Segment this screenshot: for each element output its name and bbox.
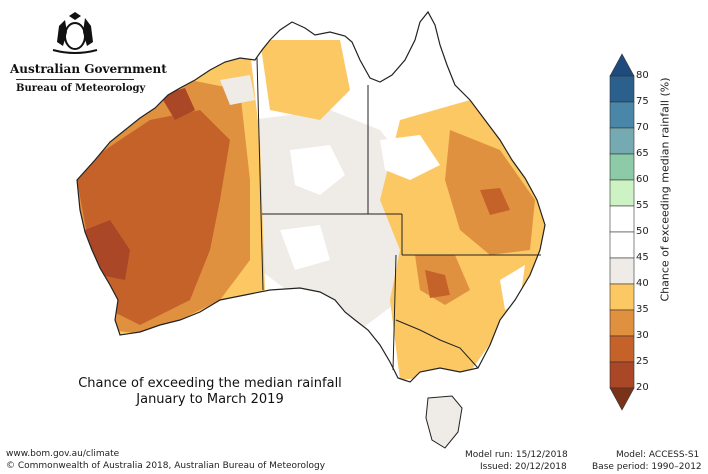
- legend-tick-65: 65: [636, 148, 649, 159]
- map-title: Chance of exceeding the median rainfall …: [40, 376, 380, 408]
- state-borders: [256, 57, 541, 371]
- legend-tick-50: 50: [636, 226, 649, 237]
- legend-tick-70: 70: [636, 122, 649, 133]
- legend-tick-30: 30: [636, 330, 649, 341]
- legend-tick-45: 45: [636, 252, 649, 263]
- legend-axis-label: Chance of exceeding median rainfall (%): [658, 77, 672, 302]
- colorbar-bin-35-40: [609, 283, 635, 311]
- footer-model: Model: ACCESS-S1: [616, 450, 700, 460]
- legend-tick-35: 35: [636, 304, 649, 315]
- colorbar-bin-65-70: [609, 127, 635, 155]
- colorbar-bin-75-80: [609, 75, 635, 103]
- footer-base-period: Base period: 1990–2012: [592, 462, 702, 472]
- colorbar-bin-25-30: [609, 335, 635, 363]
- government-name: Australian Government: [10, 62, 167, 76]
- footer-copyright: © Commonwealth of Australia 2018, Austra…: [6, 461, 326, 471]
- colorbar-bin-50-55: [609, 205, 635, 233]
- legend-tick-40: 40: [636, 278, 649, 289]
- legend-tick-55: 55: [636, 200, 649, 211]
- colorbar-bin-45-50: [609, 231, 635, 259]
- legend-tick-60: 60: [636, 174, 649, 185]
- legend-tick-75: 75: [636, 96, 649, 107]
- tasmania: [425, 395, 463, 449]
- title-line-1: Chance of exceeding the median rainfall: [78, 376, 342, 391]
- colorbar-bin-30-35: [609, 309, 635, 337]
- bureau-name: Bureau of Meteorology: [16, 79, 145, 94]
- legend-tick-20: 20: [636, 382, 649, 393]
- footer-issued: Issued: 20/12/2018: [480, 462, 567, 472]
- colorbar-bottom-arrow: [609, 387, 635, 411]
- colorbar-bin-55-60: [609, 179, 635, 207]
- coastline: [76, 10, 546, 383]
- colorbar-bin-40-45: [609, 257, 635, 285]
- legend-tick-80: 80: [636, 70, 649, 81]
- colorbar-bin-20-25: [609, 361, 635, 389]
- colorbar-bin-70-75: [609, 101, 635, 129]
- coat-of-arms-icon: [52, 12, 98, 54]
- footer-website[interactable]: www.bom.gov.au/climate: [6, 449, 120, 459]
- colorbar-bin-60-65: [609, 153, 635, 181]
- colorbar-legend: [609, 53, 635, 411]
- colorbar-top-arrow: [609, 53, 635, 77]
- probability-shading: [77, 40, 545, 380]
- government-logo: Australian Government Bureau of Meteorol…: [10, 12, 167, 94]
- title-line-2: January to March 2019: [136, 392, 284, 407]
- legend-tick-25: 25: [636, 356, 649, 367]
- footer-model-run: Model run: 15/12/2018: [465, 450, 568, 460]
